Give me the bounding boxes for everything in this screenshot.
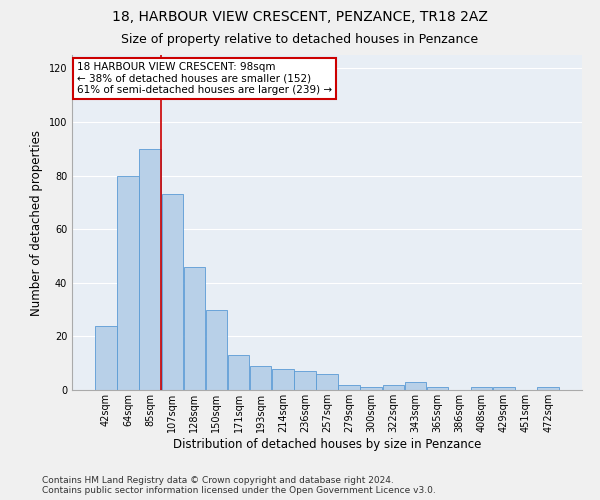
Bar [95, 326, 116, 390]
Bar [161, 194, 183, 390]
Bar [338, 384, 360, 390]
Bar [184, 266, 205, 390]
Bar [117, 176, 139, 390]
Text: Contains HM Land Registry data © Crown copyright and database right 2024.
Contai: Contains HM Land Registry data © Crown c… [42, 476, 436, 495]
Bar [294, 371, 316, 390]
Bar [493, 388, 515, 390]
Bar [250, 366, 271, 390]
Bar [383, 384, 404, 390]
Text: Size of property relative to detached houses in Penzance: Size of property relative to detached ho… [121, 32, 479, 46]
Bar [206, 310, 227, 390]
Bar [228, 355, 249, 390]
Bar [361, 388, 382, 390]
Text: 18 HARBOUR VIEW CRESCENT: 98sqm
← 38% of detached houses are smaller (152)
61% o: 18 HARBOUR VIEW CRESCENT: 98sqm ← 38% of… [77, 62, 332, 95]
Y-axis label: Number of detached properties: Number of detached properties [30, 130, 43, 316]
Bar [405, 382, 426, 390]
Text: 18, HARBOUR VIEW CRESCENT, PENZANCE, TR18 2AZ: 18, HARBOUR VIEW CRESCENT, PENZANCE, TR1… [112, 10, 488, 24]
X-axis label: Distribution of detached houses by size in Penzance: Distribution of detached houses by size … [173, 438, 481, 451]
Bar [427, 388, 448, 390]
Bar [316, 374, 338, 390]
Bar [538, 388, 559, 390]
Bar [139, 149, 161, 390]
Bar [471, 388, 493, 390]
Bar [272, 368, 293, 390]
